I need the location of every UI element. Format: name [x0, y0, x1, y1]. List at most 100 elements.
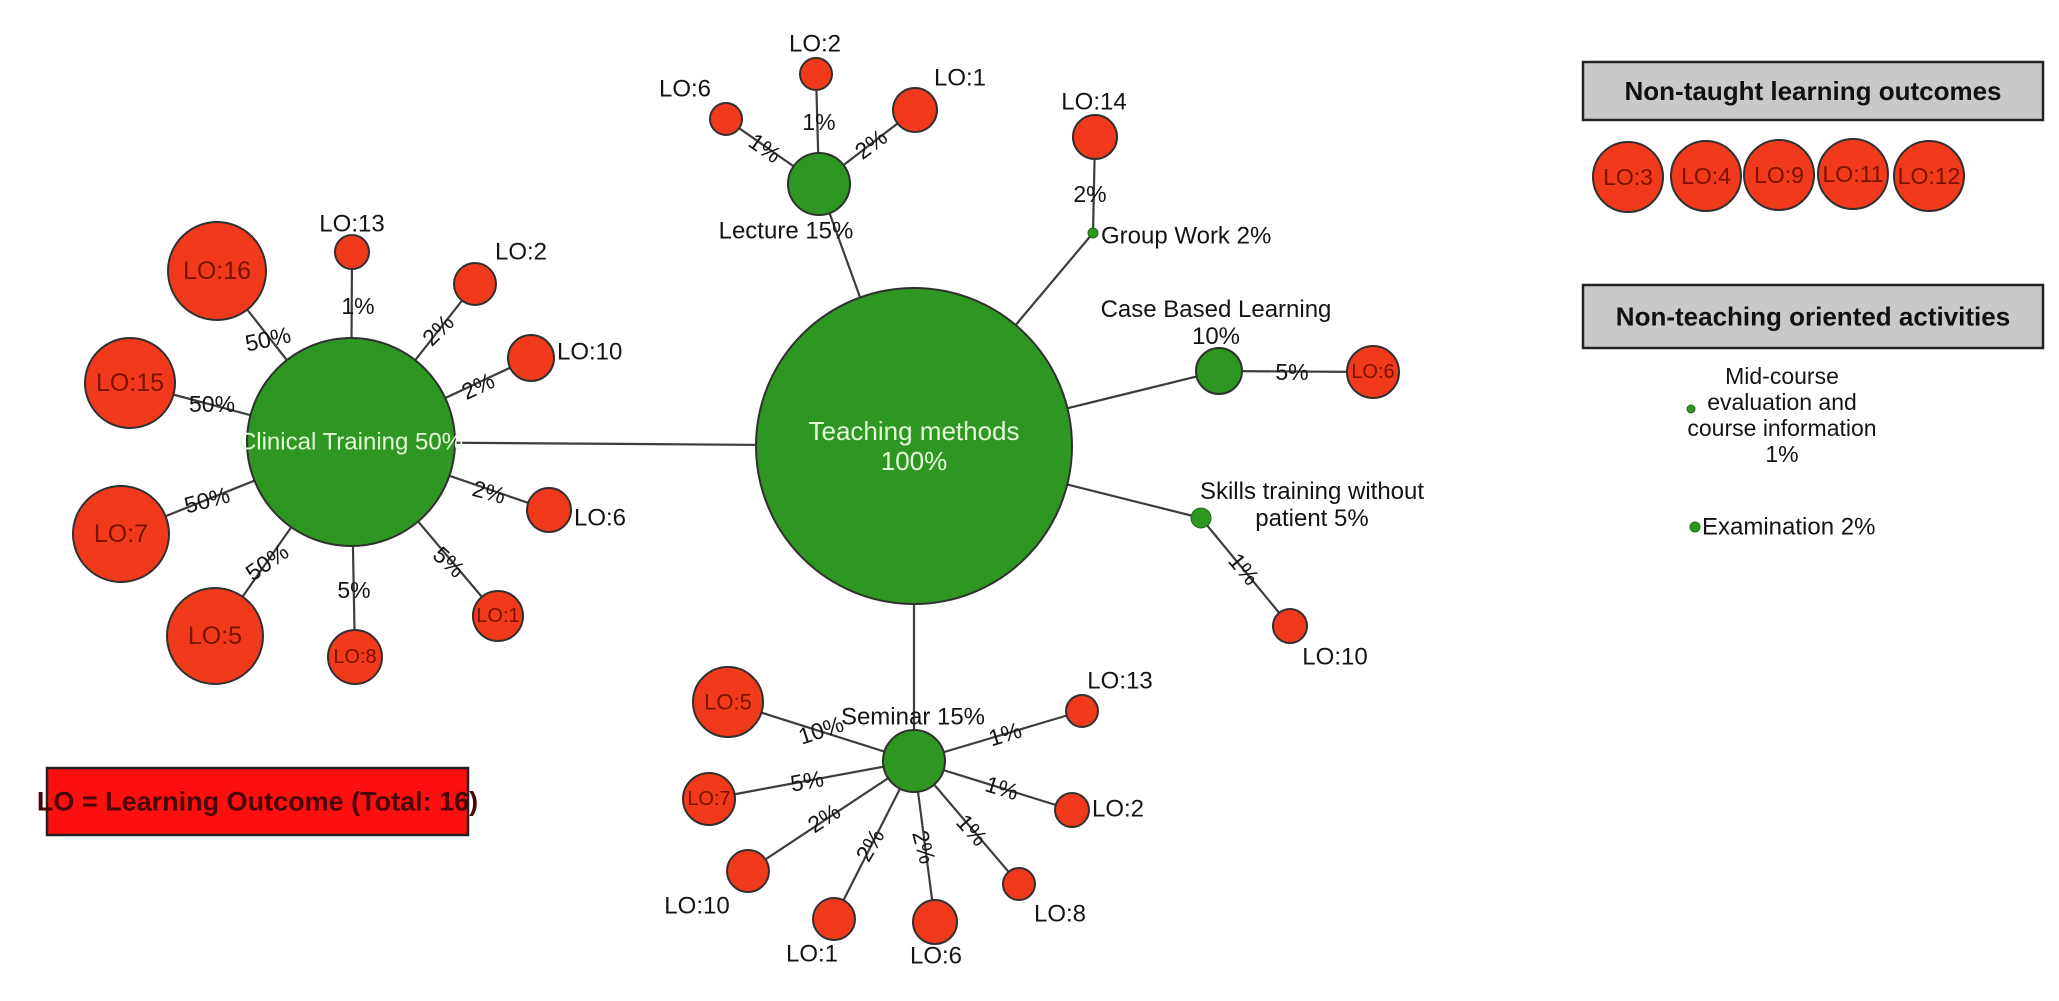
node-lec-lo6 [709, 102, 743, 136]
node-label-nt-lo9-0: LO:9 [1754, 162, 1804, 188]
node-sk-lo10 [1272, 608, 1308, 644]
node-label-skills-training-1: patient 5% [1255, 505, 1368, 532]
node-label-sem-lo1-0: LO:1 [786, 941, 838, 968]
non-taught-header-label: Non-taught learning outcomes [1625, 76, 2002, 106]
node-label-ct-lo16-0: LO:16 [183, 257, 251, 285]
legend-box [45, 766, 470, 837]
node-sem-lo10 [726, 849, 770, 893]
node-label-midcourse-3: 1% [1765, 441, 1798, 467]
node-label-sem-lo8-0: LO:8 [1034, 901, 1086, 928]
node-nt-lo12 [1893, 140, 1965, 212]
edge-seminar-sem-lo10 [747, 760, 915, 872]
node-cbl-lo6 [1346, 345, 1400, 399]
node-ct-lo16 [167, 221, 267, 321]
node-label-lecture-0: Lecture 15% [719, 218, 854, 245]
edge-label-seminar-sem-lo5: 10% [795, 711, 847, 750]
edge-label-clinical-training-ct-lo2: 2% [417, 309, 459, 351]
node-label-midcourse-1: evaluation and [1707, 389, 1857, 415]
node-ct-lo8 [327, 629, 383, 685]
node-ct-lo5 [166, 587, 264, 685]
node-label-sk-lo10-0: LO:10 [1302, 644, 1367, 671]
node-label-ct-lo2-0: LO:2 [495, 239, 547, 266]
node-nt-lo9 [1743, 139, 1815, 211]
edge-label-case-based-learning-cbl-lo6: 5% [1275, 359, 1308, 385]
edge-label-clinical-training-ct-lo5: 50% [241, 538, 294, 586]
node-label-teaching-methods-1: 100% [881, 446, 948, 476]
edge-label-lecture-lec-lo2: 1% [802, 109, 835, 135]
node-sem-lo6 [912, 899, 958, 945]
edge-seminar-sem-lo7 [708, 759, 915, 801]
edge-label-seminar-sem-lo13: 1% [985, 717, 1024, 752]
node-examination [1689, 521, 1701, 533]
node-label-examination-0: Examination 2% [1702, 514, 1875, 541]
node-case-based-learning [1195, 347, 1243, 395]
node-label-lec-lo2-0: LO:2 [789, 31, 841, 58]
node-nt-lo4 [1670, 140, 1742, 212]
node-label-group-work-0: Group Work 2% [1101, 223, 1271, 250]
node-ct-lo15 [84, 337, 176, 429]
node-label-ct-lo5-0: LO:5 [188, 622, 242, 650]
node-ct-lo10 [507, 334, 555, 382]
node-label-sem-lo7-0: LO:7 [687, 788, 730, 810]
node-label-ct-lo6-0: LO:6 [574, 505, 626, 532]
edge-label-seminar-sem-lo7: 5% [788, 765, 825, 796]
node-label-cbl-lo6-0: LO:6 [1351, 361, 1394, 383]
edge-label-clinical-training-ct-lo13: 1% [341, 293, 374, 319]
node-label-midcourse-2: course information [1687, 415, 1876, 441]
node-lec-lo2 [799, 57, 833, 91]
node-ct-lo13 [334, 234, 370, 270]
node-group-work [1087, 227, 1099, 239]
node-label-nt-lo3-0: LO:3 [1603, 164, 1653, 190]
node-label-teaching-methods-0: Teaching methods [808, 416, 1019, 446]
edge-label-clinical-training-ct-lo10: 2% [457, 367, 498, 405]
node-seminar [882, 729, 946, 793]
node-label-sem-lo2-0: LO:2 [1092, 796, 1144, 823]
edge-label-seminar-sem-lo6: 2% [907, 828, 941, 867]
edge-label-group-work-gw-lo14: 2% [1073, 181, 1106, 207]
node-label-sem-lo6-0: LO:6 [910, 943, 962, 970]
node-skills-training [1190, 507, 1212, 529]
node-label-nt-lo4-0: LO:4 [1681, 163, 1731, 189]
node-gw-lo14 [1072, 114, 1118, 160]
node-label-ct-lo10-0: LO:10 [557, 339, 622, 366]
edge-label-clinical-training-ct-lo15: 50% [189, 391, 235, 417]
edge-label-clinical-training-ct-lo7: 50% [181, 481, 232, 518]
edge-skills-training-sk-lo10 [1200, 517, 1291, 627]
node-teaching-methods [755, 287, 1073, 605]
node-label-clinical-training-0: Clinical Training 50% [239, 429, 463, 456]
node-sem-lo2 [1054, 792, 1090, 828]
edge-label-clinical-training-ct-lo8: 5% [337, 577, 370, 603]
node-label-seminar-0: Seminar 15% [841, 704, 985, 731]
node-ct-lo1 [472, 590, 524, 642]
non-teaching-header-label: Non-teaching oriented activities [1616, 302, 2010, 332]
node-label-gw-lo14-0: LO:14 [1061, 89, 1126, 116]
node-ct-lo7 [72, 485, 170, 583]
node-label-lec-lo1-0: LO:1 [934, 65, 986, 92]
node-sem-lo1 [812, 897, 856, 941]
node-ct-lo6 [526, 487, 572, 533]
node-label-sem-lo10-0: LO:10 [664, 893, 729, 920]
node-label-sem-lo13-0: LO:13 [1087, 668, 1152, 695]
non-teaching-header-box [1581, 283, 2045, 350]
node-nt-lo3 [1592, 141, 1664, 213]
node-label-ct-lo1-0: LO:1 [476, 605, 519, 627]
node-label-midcourse-0: Mid-course [1725, 363, 1839, 389]
node-sem-lo5 [692, 666, 764, 738]
edge-label-clinical-training-ct-lo16: 50% [243, 321, 293, 356]
node-ct-lo2 [453, 262, 497, 306]
node-label-case-based-learning-1: 10% [1192, 323, 1240, 350]
node-label-ct-lo7-0: LO:7 [94, 520, 148, 548]
node-lecture [787, 152, 851, 216]
node-label-ct-lo15-0: LO:15 [96, 369, 164, 397]
node-label-case-based-learning-0: Case Based Learning [1101, 296, 1332, 323]
node-label-sem-lo5-0: LO:5 [704, 690, 752, 715]
node-label-skills-training-0: Skills training without [1200, 478, 1424, 505]
edge-label-lecture-lec-lo6: 1% [744, 128, 786, 168]
node-sem-lo13 [1065, 694, 1099, 728]
node-label-ct-lo13-0: LO:13 [319, 211, 384, 238]
edge-label-seminar-sem-lo2: 1% [982, 771, 1021, 806]
node-nt-lo11 [1817, 138, 1889, 210]
legend-box-label: LO = Learning Outcome (Total: 16) [37, 787, 478, 817]
